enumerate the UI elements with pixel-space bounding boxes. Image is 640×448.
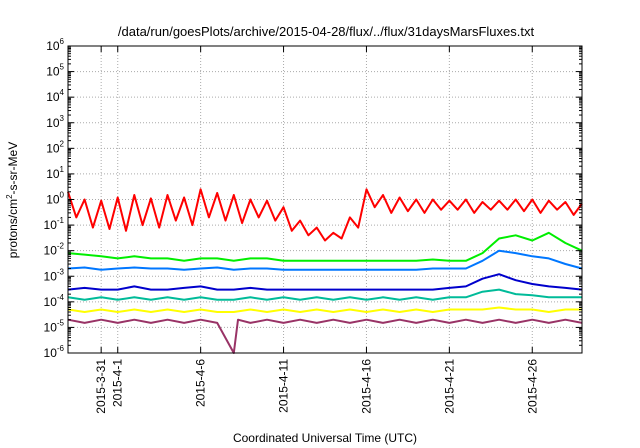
- x-tick-label: 2015-3-31: [94, 359, 108, 414]
- y-tick-label: 10-4: [44, 293, 65, 309]
- y-tick-label: 100: [46, 191, 64, 207]
- y-tick-label: 104: [46, 88, 64, 104]
- series-line: [67, 288, 582, 301]
- x-tick-label: 2015-4-1: [111, 359, 125, 407]
- y-tick-label: 10-6: [44, 344, 65, 360]
- y-tick-label: 10-5: [44, 318, 65, 334]
- series-line: [67, 318, 583, 354]
- series-line: [67, 188, 583, 242]
- grid-lines: [68, 46, 582, 353]
- series-line: [67, 306, 582, 313]
- x-tick-label: 2015-4-6: [194, 359, 208, 407]
- y-tick-label: 10-3: [44, 267, 65, 283]
- x-tick-label: 2015-4-21: [442, 359, 456, 414]
- x-tick-label: 2015-4-16: [359, 359, 373, 414]
- x-tick-label: 2015-4-26: [525, 359, 539, 414]
- series-lines: [67, 188, 583, 354]
- y-axis-ticks: 10-6 10-5 10-4 10-3 10-2 10-1 100 101 102 103 104 1…: [44, 37, 582, 360]
- chart-title: /data/run/goesPlots/archive/2015-04-28/f…: [118, 24, 535, 39]
- y-tick-label: 101: [46, 165, 64, 181]
- y-tick-label: 10-2: [44, 242, 65, 258]
- y-axis-label: protons/cm2-s-sr-MeV: [5, 142, 20, 258]
- x-axis-ticks: 2015-3-31 2015-4-1 2015-4-6 2015-4-11 2015-4…: [94, 46, 539, 414]
- y-tick-label: 102: [46, 139, 64, 155]
- x-tick-label: 2015-4-11: [277, 359, 291, 413]
- y-tick-label: 103: [46, 114, 64, 130]
- y-tick-label: 106: [46, 37, 64, 53]
- series-line: [67, 249, 583, 271]
- series-line: [67, 273, 583, 291]
- y-tick-label: 105: [46, 63, 64, 79]
- x-axis-label: Coordinated Universal Time (UTC): [233, 431, 417, 445]
- series-line: [67, 231, 583, 262]
- y-tick-label: 10-1: [44, 216, 65, 232]
- plot-frame: [67, 45, 583, 354]
